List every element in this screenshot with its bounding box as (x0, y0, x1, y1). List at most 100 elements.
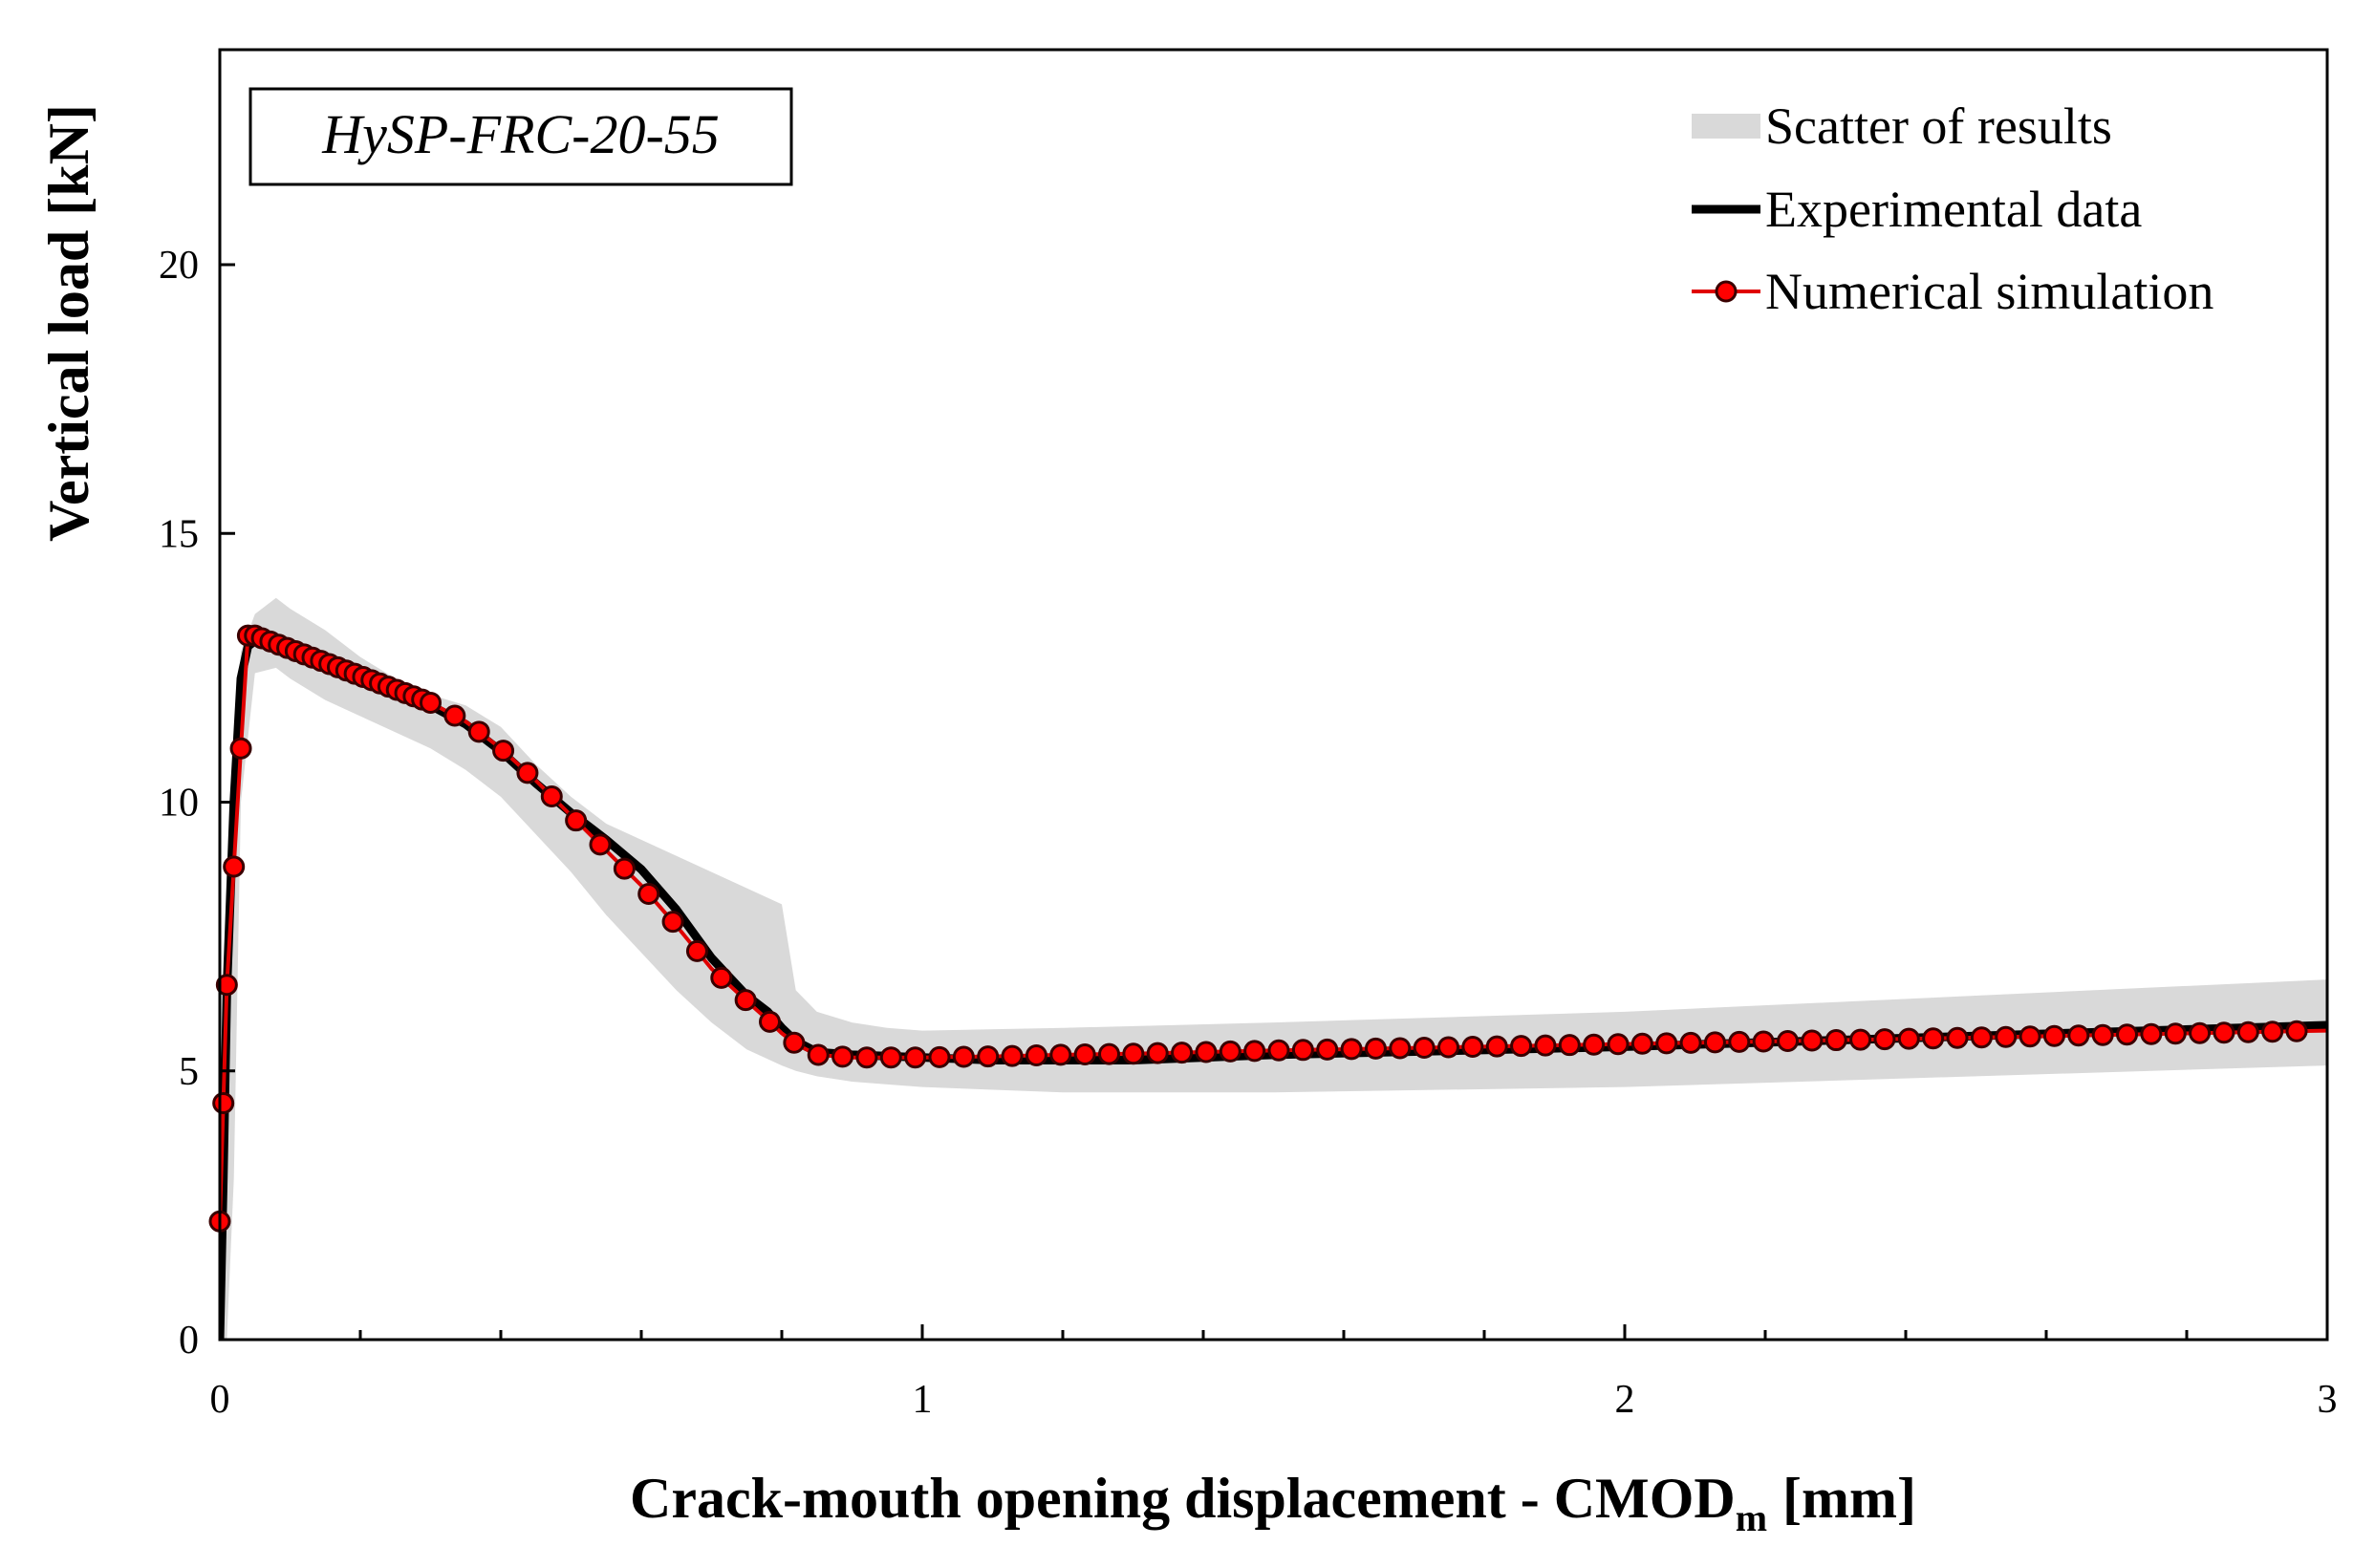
numerical-marker-71 (1485, 1035, 1508, 1058)
x-axis-title: Crack-mouth opening displacement - CMODm… (630, 1467, 1916, 1539)
numerical-marker-104 (2285, 1020, 2308, 1042)
numerical-marker-101 (2213, 1021, 2235, 1044)
series-marker-layer (208, 624, 2308, 1233)
numerical-marker-49 (952, 1045, 975, 1068)
numerical-marker-65 (1340, 1038, 1363, 1061)
numerical-marker-46 (879, 1046, 902, 1069)
numerical-marker-34 (589, 833, 612, 856)
numerical-marker-59 (1195, 1041, 1218, 1063)
numerical-marker-37 (661, 911, 684, 934)
numerical-marker-31 (516, 762, 539, 784)
numerical-marker-44 (831, 1045, 854, 1068)
numerical-marker-73 (1534, 1034, 1557, 1057)
numerical-marker-72 (1510, 1035, 1533, 1058)
legend-item-scatter: Scatter of results (1692, 97, 2112, 155)
numerical-marker-99 (2164, 1022, 2187, 1045)
numerical-marker-82 (1752, 1030, 1775, 1053)
y-tick-label: 5 (179, 1050, 199, 1094)
x-axis-title-subscript: m (1736, 1496, 1767, 1539)
numerical-marker-48 (928, 1045, 951, 1068)
x-tick-label: 1 (913, 1378, 933, 1422)
numerical-marker-51 (1001, 1044, 1024, 1067)
y-tick-label: 0 (179, 1319, 199, 1363)
numerical-marker-86 (1849, 1028, 1872, 1051)
numerical-marker-47 (904, 1046, 927, 1069)
numerical-marker-83 (1777, 1029, 1800, 1052)
numerical-marker-53 (1049, 1043, 1072, 1066)
numerical-marker-85 (1824, 1029, 1847, 1052)
numerical-marker-33 (565, 809, 588, 832)
y-tick-label: 15 (159, 512, 199, 556)
legend: Scatter of results Experimental data Num… (1692, 97, 2213, 320)
numerical-marker-89 (1922, 1027, 1945, 1050)
title-box-frame (248, 87, 793, 186)
numerical-marker-36 (637, 883, 660, 906)
numerical-marker-80 (1703, 1031, 1726, 1054)
x-axis-title-unit: [mm] (1782, 1467, 1916, 1530)
numerical-marker-54 (1073, 1043, 1096, 1066)
legend-label-numerical: Numerical simulation (1765, 263, 2213, 320)
numerical-marker-56 (1122, 1042, 1145, 1065)
y-tick-label: 20 (159, 244, 199, 288)
numerical-marker-4 (229, 737, 252, 760)
legend-item-numerical: Numerical simulation (1692, 263, 2213, 320)
numerical-marker-60 (1219, 1040, 1241, 1063)
numerical-marker-1 (212, 1092, 235, 1114)
numerical-marker-79 (1679, 1031, 1702, 1054)
numerical-marker-84 (1801, 1029, 1824, 1052)
numerical-marker-27 (420, 691, 442, 714)
numerical-marker-78 (1655, 1032, 1678, 1055)
numerical-marker-103 (2261, 1020, 2284, 1043)
numerical-marker-67 (1389, 1037, 1412, 1060)
numerical-marker-45 (855, 1046, 878, 1069)
numerical-marker-69 (1437, 1036, 1460, 1059)
numerical-marker-3 (223, 855, 246, 878)
numerical-marker-38 (685, 939, 708, 962)
numerical-marker-93 (2019, 1025, 2041, 1048)
numerical-marker-102 (2236, 1020, 2259, 1043)
title-box: HySP-FRC-20-55 (248, 87, 793, 186)
numerical-marker-81 (1728, 1030, 1751, 1053)
x-tick-label: 0 (210, 1378, 230, 1422)
numerical-marker-70 (1461, 1036, 1484, 1059)
numerical-marker-97 (2116, 1023, 2139, 1046)
numerical-marker-29 (467, 720, 490, 743)
numerical-marker-57 (1146, 1042, 1169, 1064)
numerical-marker-74 (1558, 1034, 1581, 1057)
x-axis-ticks: 0 1 2 3 (210, 1324, 2338, 1422)
y-axis-title: Vertical load [kN] (37, 104, 100, 542)
numerical-marker-94 (2042, 1024, 2065, 1047)
x-axis-title-main: Crack-mouth opening displacement - CMOD (630, 1467, 1736, 1530)
numerical-marker-2 (215, 974, 238, 997)
numerical-marker-35 (613, 857, 636, 880)
numerical-marker-76 (1607, 1033, 1630, 1056)
chart-title: HySP-FRC-20-55 (321, 103, 720, 165)
numerical-marker-77 (1630, 1032, 1653, 1055)
numerical-marker-63 (1291, 1039, 1314, 1062)
numerical-marker-30 (492, 740, 515, 763)
plot-frame (218, 48, 2329, 1342)
numerical-marker-32 (540, 784, 563, 807)
numerical-marker-88 (1897, 1027, 1920, 1050)
numerical-marker-50 (977, 1045, 1000, 1068)
numerical-marker-100 (2189, 1021, 2212, 1044)
numerical-marker-66 (1364, 1037, 1387, 1060)
numerical-marker-98 (2140, 1022, 2163, 1045)
numerical-marker-39 (710, 966, 733, 989)
numerical-marker-75 (1583, 1033, 1606, 1056)
numerical-marker-92 (1995, 1025, 2018, 1048)
x-tick-label: 3 (2318, 1378, 2338, 1422)
legend-label-scatter: Scatter of results (1765, 97, 2112, 155)
numerical-marker-42 (783, 1031, 806, 1054)
numerical-marker-43 (807, 1043, 830, 1066)
numerical-marker-55 (1098, 1042, 1121, 1065)
numerical-marker-41 (759, 1010, 782, 1033)
numerical-marker-62 (1267, 1039, 1290, 1062)
x-tick-label: 2 (1615, 1378, 1635, 1422)
numerical-marker-91 (1970, 1026, 1993, 1049)
numerical-marker-52 (1025, 1044, 1047, 1067)
numerical-marker-58 (1171, 1042, 1194, 1064)
numerical-marker-40 (734, 989, 757, 1012)
